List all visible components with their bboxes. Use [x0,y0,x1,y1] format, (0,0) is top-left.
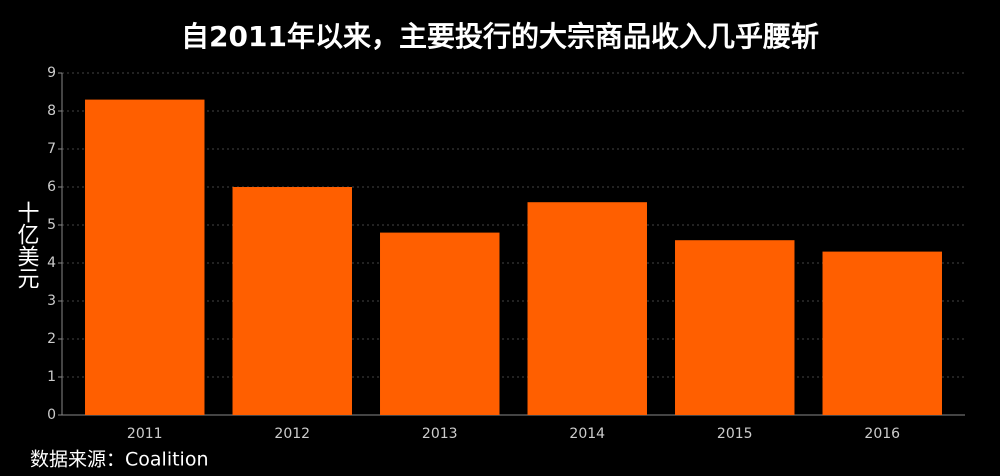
x-tick-label: 2012 [274,426,310,442]
y-tick-label: 2 [47,331,56,347]
y-tick-label: 4 [47,255,56,271]
x-tick-label: 2013 [422,426,458,442]
bar [527,202,647,415]
x-tick-label: 2011 [127,426,163,442]
y-tick-label: 7 [47,141,56,157]
bar [822,251,942,415]
chart-title: 自2011年以来，主要投行的大宗商品收入几乎腰斩 [181,20,819,53]
y-tick-label: 3 [47,293,56,309]
y-tick-label: 0 [47,407,56,423]
x-tick-label: 2014 [569,426,605,442]
bar [85,99,205,415]
y-tick-label: 5 [47,217,56,233]
bar [380,232,500,415]
y-tick-label: 8 [47,103,56,119]
y-tick-label: 1 [47,369,56,385]
y-axis-label: 十亿美元 [14,201,40,289]
bar [232,187,352,415]
x-tick-label: 2016 [864,426,900,442]
y-tick-label: 6 [47,179,56,195]
bar [675,240,795,415]
x-tick-label: 2015 [717,426,753,442]
y-tick-label: 9 [47,65,56,81]
source: 数据来源：Coalition [30,449,209,471]
